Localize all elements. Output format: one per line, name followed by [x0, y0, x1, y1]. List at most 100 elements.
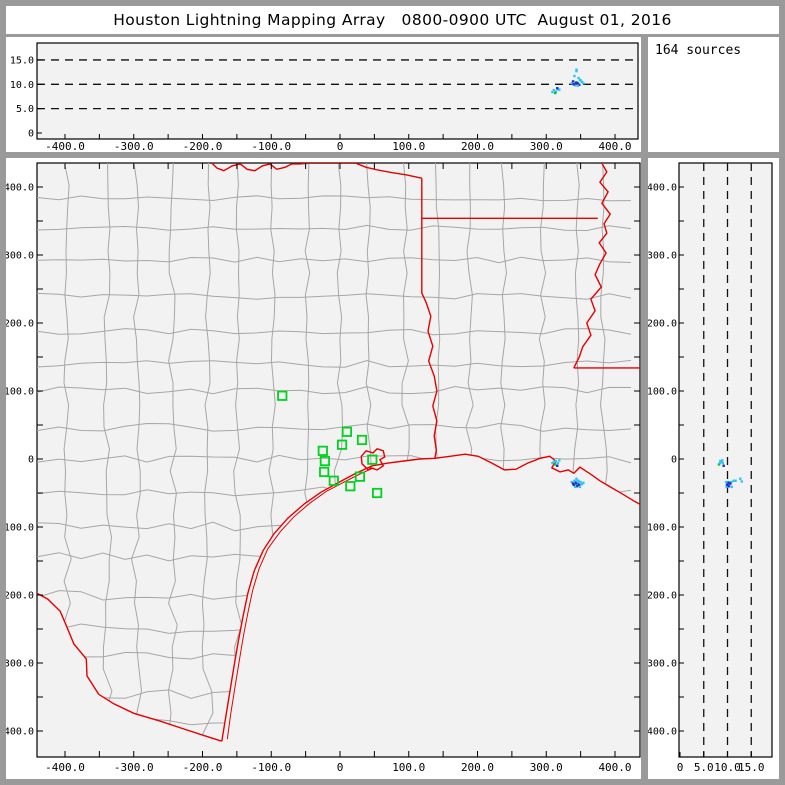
altitude-vs-ns-panel: 0 5.010.015.0 400.0 300.0 200.0 100.0 0 -100.0 -…	[648, 158, 779, 779]
ew-tick-label: 0	[337, 140, 344, 152]
lma-station-marker	[345, 481, 356, 492]
lightning-source	[721, 459, 724, 462]
county-line	[37, 359, 632, 368]
lightning-source	[574, 82, 578, 85]
lma-station-marker	[356, 434, 368, 446]
county-line	[37, 195, 632, 202]
plan-view-map-panel: -400.0 -300.0 -200.0 -100.0 0 100.0 200.0 300.0…	[6, 158, 641, 779]
lma-station-marker	[328, 475, 339, 486]
map-x-tick-label: 200.0	[461, 761, 494, 774]
page-title: Houston Lightning Mapping Array 0800-090…	[113, 11, 672, 29]
county-line	[37, 385, 632, 395]
ew-tick-label: 400.0	[598, 140, 631, 152]
lma-station-marker	[319, 466, 330, 478]
ew-tick-label: 300.0	[530, 140, 563, 152]
ns-tick-label: 400.0	[648, 183, 677, 194]
map-x-tick-label: 300.0	[530, 761, 563, 774]
map-x-tick-label: 400.0	[598, 761, 631, 774]
lightning-source	[582, 481, 585, 484]
map-y-tick-label: 200.0	[6, 319, 34, 330]
alt-ew-plot-area	[36, 42, 639, 140]
lma-station-marker	[317, 445, 328, 456]
lma-station-marker	[367, 454, 378, 465]
lightning-source	[551, 90, 554, 94]
ns-tick-label: -200.0	[648, 591, 677, 602]
map-x-tick-label: -300.0	[114, 761, 154, 774]
county-line	[37, 256, 632, 264]
lightning-source	[717, 463, 721, 466]
ns-tick-label: 300.0	[648, 251, 677, 262]
rio-grande-border	[37, 592, 223, 742]
lightning-source	[556, 464, 559, 467]
lightning-source	[580, 482, 584, 486]
ew-tick-label: -100.0	[251, 140, 291, 152]
sources-count-label: 164 sources	[655, 43, 742, 58]
county-line	[37, 328, 632, 336]
title-bar: Houston Lightning Mapping Array 0800-090…	[6, 6, 779, 34]
ew-tick-label: -200.0	[183, 140, 223, 152]
lightning-source	[722, 464, 725, 467]
miss-river-border	[573, 163, 612, 369]
lightning-source	[739, 477, 742, 480]
lightning-source	[719, 459, 722, 463]
plan-view-map: -400.0 -300.0 -200.0 -100.0 0 100.0 200.0 300.0…	[6, 162, 641, 774]
lightning-source	[579, 480, 582, 484]
alt-tick-label: 10.0	[714, 761, 741, 774]
lightning-source	[740, 480, 743, 483]
map-y-tick-label: 0	[28, 455, 34, 466]
map-x-tick-label: 0	[337, 761, 344, 774]
map-y-tick-label: 300.0	[6, 251, 34, 262]
county-line	[37, 224, 632, 232]
alt-ns-content	[679, 163, 752, 757]
lightning-source	[558, 459, 561, 462]
map-x-tick-label: 100.0	[392, 761, 425, 774]
lightning-source	[573, 485, 577, 489]
lightning-source	[730, 485, 733, 489]
lightning-source	[720, 460, 723, 463]
state-borders	[37, 163, 640, 742]
county-line	[37, 292, 632, 300]
map-axes: -400.0 -300.0 -200.0 -100.0 0 100.0 200.0 300.0…	[6, 163, 640, 774]
lightning-source	[574, 482, 578, 486]
county-line	[37, 422, 632, 432]
lightning-source	[575, 69, 578, 73]
lma-station-marker	[354, 471, 366, 482]
lma-station-marker	[277, 390, 288, 401]
lightning-source	[578, 78, 582, 82]
ns-tick-label: 0	[671, 455, 677, 466]
lightning-sources-map	[551, 459, 585, 489]
lightning-source	[551, 461, 554, 465]
lightning-source	[572, 483, 575, 487]
lightning-source	[577, 76, 580, 80]
tx-east-border	[421, 178, 438, 459]
lightning-source	[574, 481, 578, 484]
ew-tick-label: 200.0	[461, 140, 494, 152]
lightning-source	[556, 461, 560, 465]
county-line	[37, 454, 632, 464]
ew-tick-label: -400.0	[45, 140, 85, 152]
lma-station-marker	[336, 439, 348, 450]
lightning-source	[580, 80, 584, 84]
lightning-source	[576, 84, 580, 87]
lightning-source	[552, 88, 556, 92]
lightning-source	[725, 485, 728, 489]
red-river-border	[211, 163, 422, 179]
alt-ns-plot-area	[678, 162, 773, 758]
lightning-source	[575, 68, 578, 71]
lma-station-marker	[341, 426, 352, 437]
galveston-bay-border	[360, 448, 386, 471]
ew-tick-label: -300.0	[114, 140, 154, 152]
map-y-tick-label: 100.0	[6, 387, 34, 398]
lightning-source	[575, 480, 578, 483]
lightning-source	[727, 481, 730, 484]
lightning-source	[553, 463, 557, 466]
map-y-tick-label: -100.0	[6, 523, 34, 534]
lightning-source	[726, 483, 729, 487]
lightning-source	[578, 483, 581, 487]
map-y-tick-label: -200.0	[6, 591, 34, 602]
ns-tick-label: -400.0	[648, 727, 677, 738]
barrier-island-border	[226, 467, 374, 740]
lightning-source	[732, 479, 735, 482]
lightning-source	[573, 74, 576, 78]
